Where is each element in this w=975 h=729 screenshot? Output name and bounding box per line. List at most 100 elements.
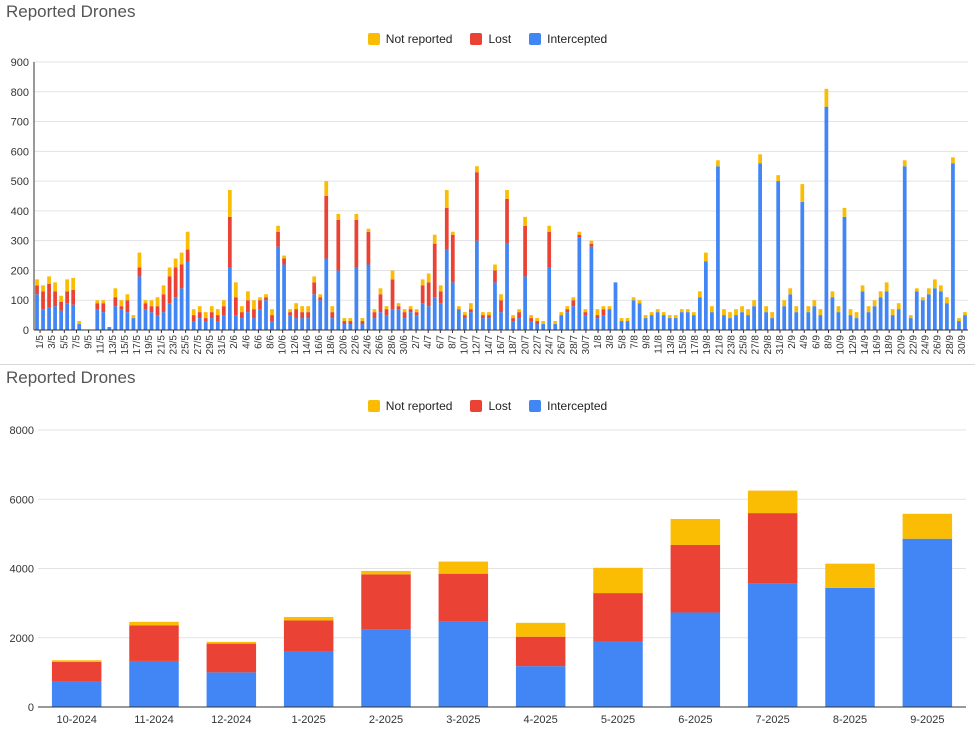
bar-lost <box>462 315 467 319</box>
x-tick-label: 1/5 <box>35 335 46 349</box>
bar-not-reported <box>444 190 449 208</box>
bar-lost <box>53 291 57 307</box>
bar-not-reported <box>282 255 286 259</box>
x-tick-label: 25/8 <box>739 335 750 355</box>
x-tick-label: 6/9 <box>811 335 822 349</box>
bar-not-reported <box>697 291 702 298</box>
bar-lost <box>240 312 244 319</box>
legend-swatch-not-reported <box>367 400 380 412</box>
x-tick-label: 27/8 <box>751 335 762 355</box>
bar-lost <box>264 297 268 301</box>
bar-intercepted <box>283 651 334 707</box>
bar-intercepted <box>47 307 51 330</box>
bar-intercepted <box>185 261 190 330</box>
bar-not-reported <box>812 300 817 307</box>
bar-intercepted <box>432 297 437 330</box>
x-tick-label: 11/5 <box>96 335 107 354</box>
bar-not-reported <box>283 616 334 621</box>
bar-lost <box>372 312 377 319</box>
bar-not-reported <box>896 303 901 310</box>
bar-intercepted <box>963 315 967 330</box>
bar-not-reported <box>607 306 612 310</box>
bar-not-reported <box>945 297 949 304</box>
bar-not-reported <box>378 288 383 295</box>
x-tick-label: 22/6 <box>350 335 361 355</box>
y-tick-label: 2000 <box>10 633 34 645</box>
bar-not-reported <box>601 306 606 310</box>
bar-intercepted <box>191 321 196 330</box>
legend-not-reported: Not reported <box>367 32 453 46</box>
bar-not-reported <box>515 622 566 637</box>
bar-not-reported <box>408 306 413 310</box>
bar-lost <box>747 513 798 584</box>
x-tick-label: 1-2025 <box>292 714 326 726</box>
bar-not-reported <box>661 312 666 316</box>
bar-not-reported <box>360 318 365 322</box>
bar-lost <box>294 309 298 319</box>
bar-lost <box>589 243 594 247</box>
bar-lost <box>143 303 148 310</box>
bar-not-reported <box>842 207 847 217</box>
bar-intercepted <box>360 324 365 330</box>
bar-not-reported <box>487 312 491 316</box>
bar-intercepted <box>625 321 630 330</box>
x-tick-label: 9/8 <box>642 335 653 349</box>
bar-not-reported <box>890 309 895 316</box>
bar-intercepted <box>420 303 425 330</box>
top-chart-panel: Reported Drones Not reported Lost Interc… <box>6 2 968 355</box>
bar-intercepted <box>541 324 546 330</box>
x-tick-label: 17/5 <box>132 335 143 355</box>
bar-not-reported <box>878 291 883 298</box>
bar-not-reported <box>258 297 262 301</box>
bar-intercepted <box>890 315 895 330</box>
bar-not-reported <box>348 318 353 322</box>
bar-intercepted <box>203 321 208 330</box>
bar-intercepted <box>487 318 491 330</box>
bar-not-reported <box>541 321 546 325</box>
bar-lost <box>270 315 274 322</box>
bar-intercepted <box>35 294 39 330</box>
bar-intercepted <box>408 312 413 330</box>
bar-intercepted <box>396 309 401 330</box>
bar-intercepted <box>866 312 871 330</box>
bar-intercepted <box>679 312 684 330</box>
x-tick-label: 11/8 <box>654 335 665 354</box>
bar-not-reported <box>782 300 787 307</box>
bar-not-reported <box>324 181 329 196</box>
bar-lost <box>354 219 359 268</box>
bar-not-reported <box>902 513 953 539</box>
bar-intercepted <box>469 312 473 330</box>
x-tick-label: 9-2025 <box>910 714 944 726</box>
legend-label: Not reported <box>385 32 453 46</box>
x-tick-label: 24/9 <box>921 335 932 355</box>
bar-not-reported <box>535 318 540 322</box>
bar-not-reported <box>752 300 756 307</box>
bar-lost <box>71 289 76 305</box>
bar-intercepted <box>505 243 509 330</box>
bar-intercepted <box>197 318 202 330</box>
bar-not-reported <box>547 225 552 232</box>
bar-not-reported <box>51 660 102 662</box>
bar-not-reported <box>318 294 323 298</box>
bar-not-reported <box>710 306 714 313</box>
bar-intercepted <box>312 294 317 330</box>
x-tick-label: 24/7 <box>545 335 556 355</box>
x-tick-label: 29/8 <box>763 335 774 355</box>
bar-not-reported <box>788 288 793 295</box>
bar-not-reported <box>824 88 829 107</box>
bar-intercepted <box>529 321 533 330</box>
y-tick-label: 700 <box>11 117 29 129</box>
bottom-chart-title: Reported Drones <box>6 368 136 387</box>
x-tick-label: 19/8 <box>702 335 713 355</box>
bar-intercepted <box>306 318 311 330</box>
bar-intercepted <box>318 300 323 330</box>
x-tick-label: 16/7 <box>496 335 507 355</box>
bar-intercepted <box>957 321 961 330</box>
bar-not-reported <box>206 641 257 644</box>
y-tick-label: 4000 <box>10 564 34 576</box>
bar-intercepted <box>951 163 955 330</box>
bar-intercepted <box>53 306 57 330</box>
bar-intercepted <box>884 291 889 330</box>
bar-intercepted <box>794 312 799 330</box>
bar-intercepted <box>577 237 582 330</box>
